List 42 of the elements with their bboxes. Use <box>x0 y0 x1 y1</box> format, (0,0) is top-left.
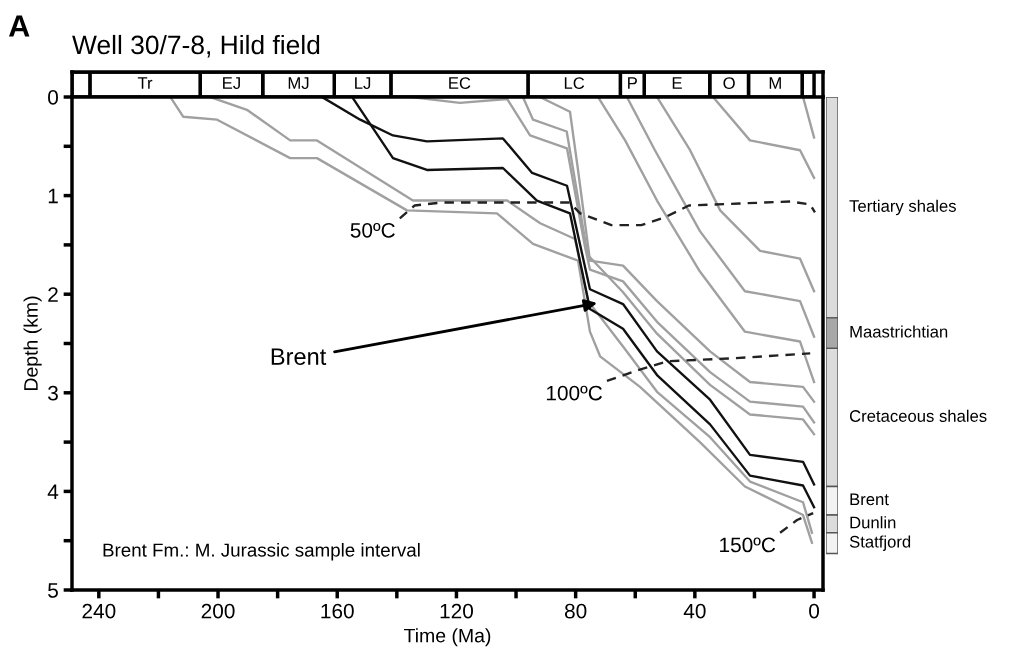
series-label: Cretaceous shales <box>849 409 987 422</box>
chart-title: Well 30/7-8, Hild field <box>72 34 320 58</box>
x-tick-label: 0 <box>809 603 820 619</box>
series-label: LJ <box>355 77 371 89</box>
x-tick-label: 80 <box>564 603 587 619</box>
x-tick-label: 120 <box>440 603 474 619</box>
annotation: 150ºC <box>720 537 776 553</box>
series-label: Statfjord <box>849 535 911 551</box>
series-label: LC <box>564 77 585 89</box>
annotation: Brent <box>271 348 327 365</box>
x-tick-label: 40 <box>683 603 706 619</box>
series-label: MJ <box>288 77 309 89</box>
series-label: Brent <box>850 493 889 506</box>
line-series <box>596 97 816 384</box>
annotation: 100ºC <box>546 385 602 401</box>
series-label: E <box>672 77 682 89</box>
y-tick-label: 3 <box>48 385 58 401</box>
series-label: M <box>769 77 781 89</box>
series-label: Dunlin <box>850 516 896 529</box>
line-series <box>398 200 817 227</box>
annotation: 50ºC <box>350 222 395 238</box>
y-tick-label: 2 <box>48 287 58 302</box>
annotation: Brent Fm.: M. Jurassic sample interval <box>103 542 420 561</box>
series-label: EC <box>449 77 471 89</box>
y-tick-label: 1 <box>48 188 58 204</box>
x-tick-label: 240 <box>82 603 116 619</box>
x-tick-label: 160 <box>321 603 354 619</box>
y-tick-label: 4 <box>47 484 59 499</box>
line-series <box>655 97 816 293</box>
y-tick-label: 5 <box>48 583 58 598</box>
x-axis-title: Time (Ma) <box>404 628 491 647</box>
series-label: O <box>723 77 735 89</box>
series-label: Tr <box>137 77 153 89</box>
series-label: P <box>628 77 637 89</box>
text: A <box>8 15 30 37</box>
x-tick-label: 200 <box>201 603 235 619</box>
series-label: EJ <box>223 77 240 89</box>
y-axis-title: Depth (km) <box>23 296 42 390</box>
series-label: Tertiary shales <box>849 199 956 216</box>
line-series <box>605 352 812 383</box>
series-label: Maastrichtian <box>850 325 948 338</box>
y-tick-label: 0 <box>48 90 58 105</box>
